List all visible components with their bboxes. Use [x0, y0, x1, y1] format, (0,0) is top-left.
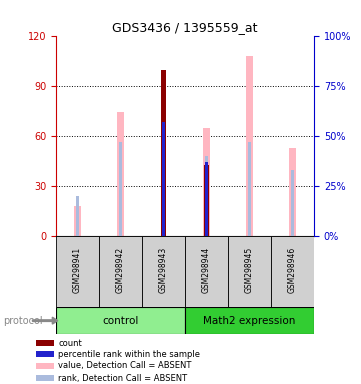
Text: GSM298944: GSM298944	[202, 247, 211, 293]
Bar	[246, 56, 253, 236]
Text: rank, Detection Call = ABSENT: rank, Detection Call = ABSENT	[58, 374, 187, 383]
Bar	[291, 170, 294, 236]
Bar	[36, 363, 53, 369]
Text: GSM298945: GSM298945	[245, 247, 254, 293]
Text: GSM298941: GSM298941	[73, 247, 82, 293]
Bar	[56, 236, 99, 307]
Bar	[142, 236, 185, 307]
Text: count: count	[58, 339, 82, 348]
Bar	[36, 376, 53, 381]
Title: GDS3436 / 1395559_at: GDS3436 / 1395559_at	[112, 21, 258, 34]
Bar	[36, 351, 53, 357]
Bar	[161, 70, 166, 236]
Bar	[205, 162, 208, 236]
Text: percentile rank within the sample: percentile rank within the sample	[58, 350, 200, 359]
Text: GSM298946: GSM298946	[288, 247, 297, 293]
Bar	[185, 236, 228, 307]
Bar	[119, 142, 122, 236]
Bar	[162, 122, 165, 236]
Text: GSM298943: GSM298943	[159, 247, 168, 293]
Bar	[74, 206, 81, 236]
Bar	[117, 113, 124, 236]
Bar	[289, 148, 296, 236]
Bar	[205, 156, 208, 236]
Bar	[248, 142, 251, 236]
Text: value, Detection Call = ABSENT: value, Detection Call = ABSENT	[58, 361, 192, 370]
Bar	[76, 196, 79, 236]
Bar	[185, 307, 314, 334]
Bar	[56, 307, 185, 334]
Text: GSM298942: GSM298942	[116, 247, 125, 293]
Bar	[203, 128, 210, 236]
Text: Math2 expression: Math2 expression	[203, 316, 296, 326]
Bar	[99, 236, 142, 307]
Text: control: control	[102, 316, 139, 326]
Bar	[228, 236, 271, 307]
Text: protocol: protocol	[4, 316, 43, 326]
Bar	[204, 165, 209, 236]
Bar	[271, 236, 314, 307]
Bar	[36, 340, 53, 346]
